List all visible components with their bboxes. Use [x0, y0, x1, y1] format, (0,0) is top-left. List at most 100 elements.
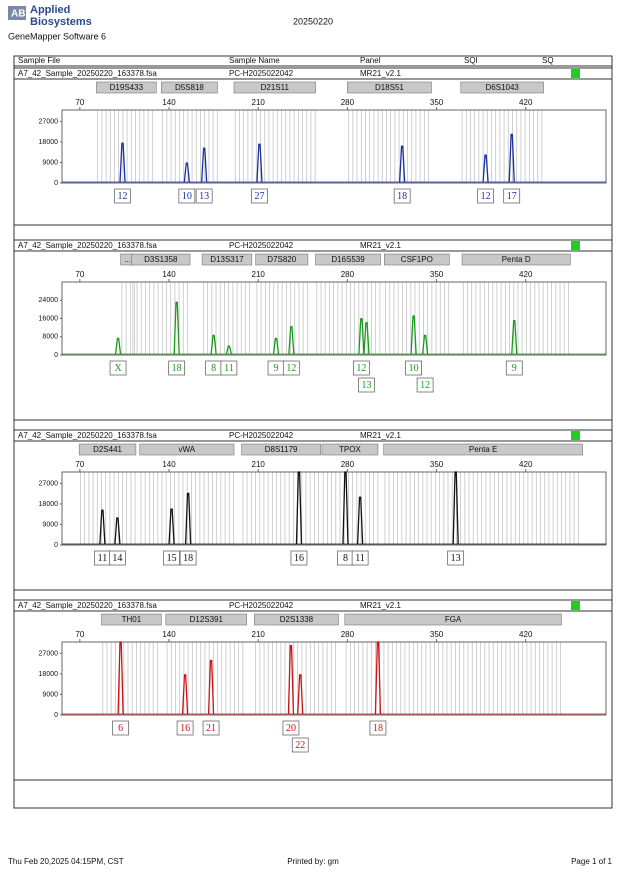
allele-label: 14 — [112, 553, 122, 564]
column-header: SQ — [542, 56, 554, 65]
x-tick-label: 280 — [341, 270, 355, 279]
allele-box — [369, 720, 387, 736]
peak — [272, 337, 280, 355]
peak — [508, 133, 515, 183]
allele-box — [351, 550, 369, 566]
marker-label: D13S317 — [210, 255, 244, 264]
software: GeneMapper Software 6 — [8, 31, 106, 41]
sq-indicator — [571, 241, 580, 250]
marker-bar — [383, 443, 583, 456]
allele-box — [251, 188, 268, 204]
peak — [210, 334, 217, 355]
allele-box — [109, 550, 126, 566]
printed-at: Thu Feb 20,2025 04:15PM, CST — [8, 857, 124, 866]
y-tick-label: 27000 — [39, 650, 59, 657]
peak — [225, 345, 233, 355]
peak — [410, 315, 417, 355]
marker-label: D2S441 — [93, 445, 122, 454]
allele-label: 10 — [409, 363, 419, 374]
x-tick-label: 70 — [75, 98, 84, 107]
marker-label: D19S433 — [110, 83, 144, 92]
peak — [399, 145, 406, 183]
sample-file: A7_42_Sample_20250220_163378.fsa — [18, 601, 157, 610]
x-tick-label: 420 — [519, 630, 533, 639]
sample-name: PC-H2025022042 — [229, 601, 294, 610]
allele-box — [503, 188, 521, 204]
panel-border — [13, 239, 613, 421]
x-tick-label: 70 — [75, 270, 84, 279]
y-tick-label: 0 — [54, 542, 58, 549]
panel-name: MR21_v2.1 — [360, 601, 401, 610]
allele-box — [179, 550, 197, 566]
peak — [114, 517, 121, 545]
marker-label: CSF1PO — [401, 255, 433, 264]
allele-box — [114, 188, 131, 204]
sample-name: PC-H2025022042 — [229, 241, 294, 250]
marker-label: D2S1338 — [280, 615, 314, 624]
y-tick-label: 27000 — [39, 480, 59, 487]
y-tick-label: 18000 — [39, 501, 59, 508]
peak — [421, 334, 429, 355]
allele-label: 12 — [356, 363, 366, 374]
x-tick-label: 280 — [341, 630, 355, 639]
peak — [297, 674, 304, 715]
peak — [117, 641, 124, 715]
marker-label: ... — [124, 255, 131, 264]
marker-label: D18S51 — [375, 83, 404, 92]
peak — [452, 471, 459, 545]
marker-bar — [96, 81, 157, 94]
allele-box — [282, 720, 300, 736]
marker-bar — [344, 613, 562, 626]
logo-letters: AB — [11, 9, 25, 20]
marker-label: D8S1179 — [265, 445, 298, 454]
allele-label: 18 — [397, 191, 407, 202]
peak — [173, 301, 180, 355]
panel-border — [13, 67, 613, 226]
marker-bar — [321, 443, 379, 456]
allele-label: 27 — [254, 191, 264, 202]
x-tick-label: 350 — [430, 460, 444, 469]
peak — [363, 322, 370, 355]
column-header: Sample File — [18, 56, 61, 65]
x-tick-label: 140 — [162, 460, 176, 469]
marker-bar — [233, 81, 316, 94]
allele-label: 8 — [211, 363, 216, 374]
plot-frame — [61, 471, 607, 546]
plot-frame — [61, 109, 607, 184]
x-tick-label: 420 — [519, 270, 533, 279]
x-tick-label: 350 — [430, 630, 444, 639]
allele-label: 21 — [206, 723, 216, 734]
allele-label: 20 — [286, 723, 296, 734]
allele-box — [163, 550, 180, 566]
marker-label: D5S818 — [175, 83, 204, 92]
allele-box — [447, 550, 465, 566]
peak — [482, 154, 489, 183]
y-tick-label: 9000 — [42, 521, 58, 528]
logo-mark — [8, 6, 26, 20]
allele-label: X — [114, 363, 122, 374]
y-tick-label: 8000 — [42, 334, 58, 341]
panel-name: MR21_v2.1 — [360, 69, 401, 78]
allele-box — [202, 720, 220, 736]
allele-label: 12 — [118, 191, 128, 202]
column-header: SQI — [464, 56, 478, 65]
marker-bar — [460, 81, 544, 94]
allele-box — [176, 720, 194, 736]
allele-label: 18 — [183, 553, 193, 564]
allele-label: 13 — [451, 553, 461, 564]
peak — [342, 471, 349, 545]
marker-bar — [161, 81, 218, 94]
peak — [256, 143, 263, 183]
marker-label: D12S391 — [190, 615, 224, 624]
sample-name: PC-H2025022042 — [229, 69, 294, 78]
peak — [511, 320, 518, 355]
x-tick-label: 70 — [75, 460, 84, 469]
peak — [358, 318, 365, 355]
peak — [201, 147, 208, 183]
x-tick-label: 280 — [341, 98, 355, 107]
sq-indicator — [571, 601, 580, 610]
marker-bar — [461, 253, 571, 266]
page-number: Page 1 of 1 — [571, 857, 612, 866]
